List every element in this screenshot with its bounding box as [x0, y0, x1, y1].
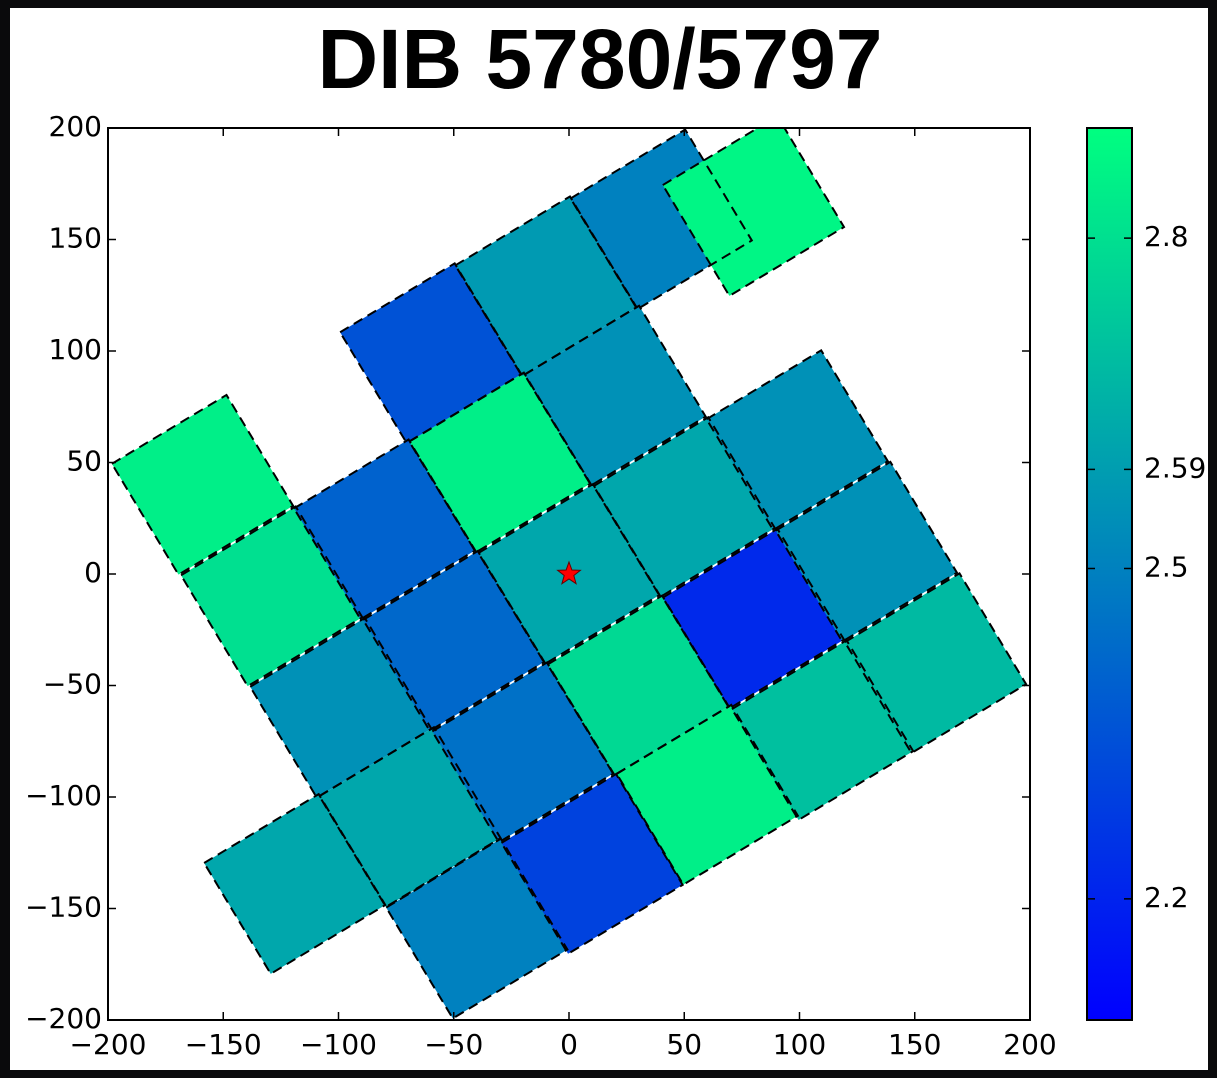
- y-tick-label: 0: [84, 556, 102, 589]
- colorbar-tick-label: 2.2: [1144, 881, 1189, 914]
- y-tick-label: −150: [25, 891, 102, 924]
- x-tick-label: 50: [666, 1028, 702, 1061]
- x-tick-label: 150: [888, 1028, 941, 1061]
- chart: DIB 5780/5797 −200 −150 −100 −50 0 50 100 150 20…: [0, 0, 1217, 1078]
- x-tick-label: −100: [300, 1028, 377, 1061]
- colorbar-tick-label: 2.8: [1144, 220, 1189, 253]
- x-tick-label: 200: [1003, 1028, 1056, 1061]
- y-tick-label: −100: [25, 779, 102, 812]
- y-tick-label: 200: [49, 110, 102, 143]
- y-tick-label: −50: [43, 668, 102, 701]
- chart-title: DIB 5780/5797: [317, 12, 882, 106]
- x-tick-label: −150: [185, 1028, 262, 1061]
- colorbar-tick-label: 2.5: [1144, 550, 1189, 583]
- y-tick-label: 100: [49, 333, 102, 366]
- x-tick-label: 0: [560, 1028, 578, 1061]
- y-tick-label: 150: [49, 222, 102, 255]
- y-tick-label: −200: [25, 1002, 102, 1035]
- x-tick-label: −50: [424, 1028, 483, 1061]
- colorbar: [1087, 128, 1132, 1020]
- colorbar-tick-label: 2.59: [1144, 451, 1206, 484]
- page: DIB 5780/5797 −200 −150 −100 −50 0 50 100 150 20…: [0, 0, 1217, 1078]
- y-tick-label: 50: [66, 445, 102, 478]
- x-tick-label: 100: [773, 1028, 826, 1061]
